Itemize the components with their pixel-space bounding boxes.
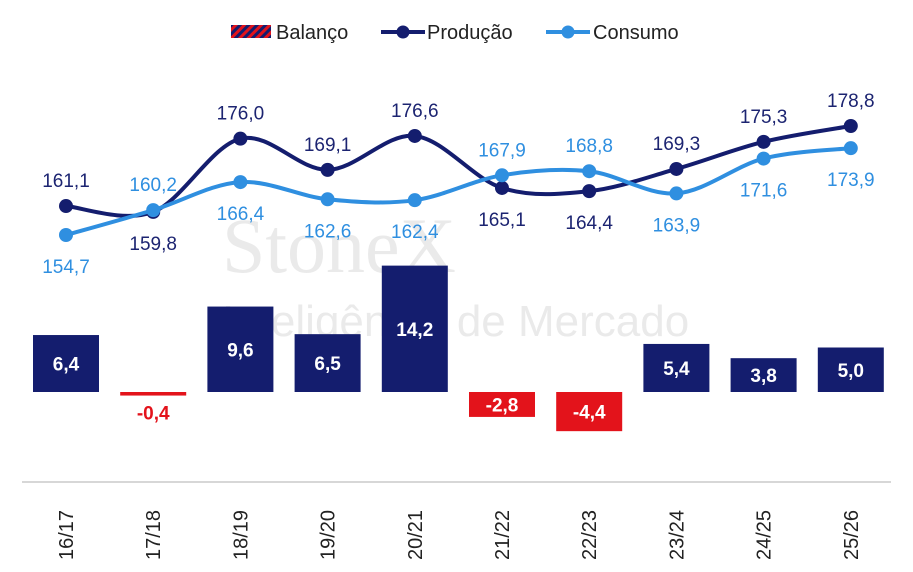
bar-label-21/22: -2,8: [486, 395, 519, 416]
x-tick-17/18: 17/18: [143, 510, 165, 560]
producao-label-23/24: 169,3: [653, 134, 701, 155]
bar-21/22: [469, 392, 535, 417]
producao-label-17/18: 159,8: [129, 234, 177, 255]
consumo-label-20/21: 162,4: [391, 222, 439, 243]
bar-23/24: [643, 343, 710, 392]
data-labels: 6,4 -0,4 9,6 6,5 14,2 -2,8 -4,4 5,4 3,8 5,0 161,1 1…: [42, 91, 874, 425]
legend-swatch-balanco: [231, 25, 271, 38]
bar-label-24/25: 3,8: [750, 366, 776, 387]
bar-label-19/20: 6,5: [314, 354, 341, 375]
producao-point-24/25: [756, 134, 771, 149]
consumo-point-24/25: [756, 151, 771, 166]
bar-16/17: [33, 335, 99, 392]
series-lines: [59, 119, 858, 242]
bar-label-25/26: 5,0: [838, 361, 864, 382]
consumo-point-25/26: [843, 141, 858, 156]
consumo-point-19/20: [320, 192, 335, 207]
producao-label-22/23: 164,4: [565, 213, 613, 234]
consumo-point-22/23: [582, 164, 597, 179]
x-tick-19/20: 19/20: [318, 510, 340, 560]
bar-22/23: [556, 392, 623, 432]
x-tick-24/25: 24/25: [754, 510, 776, 560]
consumo-label-23/24: 163,9: [653, 215, 701, 236]
producao-label-24/25: 175,3: [740, 107, 788, 128]
producao-point-21/22: [495, 180, 509, 195]
producao-label-21/22: 165,1: [478, 210, 526, 231]
x-tick-22/23: 22/23: [579, 510, 601, 560]
producao-point-16/17: [59, 199, 73, 214]
producao-point-20/21: [407, 128, 422, 143]
watermark-tagline: Inteligência de Mercado: [222, 297, 689, 346]
bar-25/26: [817, 347, 884, 392]
producao-label-25/26: 178,8: [827, 91, 875, 112]
x-tick-21/22: 21/22: [492, 510, 514, 560]
consumo-point-21/22: [495, 168, 509, 183]
bar-20/21: [381, 265, 448, 392]
producao-label-18/19: 176,0: [217, 104, 265, 125]
consumo-point-16/17: [59, 228, 73, 242]
consumo-label-24/25: 171,6: [740, 181, 788, 202]
consumo-point-20/21: [407, 193, 422, 208]
bar-label-18/19: 9,6: [227, 340, 253, 361]
producao-label-20/21: 176,6: [391, 101, 439, 122]
legend-marker-producao: [396, 25, 410, 39]
consumo-label-17/18: 160,2: [129, 175, 177, 196]
consumo-label-16/17: 154,7: [42, 257, 90, 278]
producao-line: [65, 124, 852, 218]
bar-label-20/21: 14,2: [396, 320, 433, 341]
legend-label-balanco: Balanço: [276, 22, 348, 44]
producao-point-23/24: [669, 161, 684, 176]
x-tick-18/19: 18/19: [230, 510, 252, 560]
bar-label-16/17: 6,4: [53, 355, 80, 376]
x-tick-20/21: 20/21: [405, 510, 427, 560]
consumo-label-25/26: 173,9: [827, 170, 875, 191]
consumo-label-19/20: 162,6: [304, 221, 352, 242]
x-axis-ticks: 16/17 17/18 18/19 19/20 20/21 21/22 22/23 23/24…: [56, 510, 863, 560]
bar-label-22/23: -4,4: [573, 403, 606, 424]
bar-18/19: [207, 306, 274, 392]
legend-marker-consumo: [561, 25, 575, 39]
bar-label-23/24: 5,4: [663, 359, 690, 380]
bar-17/18: [120, 392, 187, 396]
consumo-label-22/23: 168,8: [565, 136, 613, 157]
consumo-label-18/19: 166,4: [217, 204, 265, 225]
x-tick-25/26: 25/26: [841, 510, 863, 560]
bar-24/25: [730, 358, 797, 392]
x-tick-16/17: 16/17: [56, 510, 78, 560]
x-tick-23/24: 23/24: [666, 510, 688, 560]
producao-label-19/20: 169,1: [304, 135, 352, 156]
legend-label-consumo: Consumo: [593, 22, 679, 44]
consumo-line: [65, 146, 852, 237]
balanco-bars: [33, 265, 884, 432]
legend-label-producao: Produção: [427, 22, 513, 44]
producao-label-16/17: 161,1: [42, 171, 90, 192]
producao-point-19/20: [320, 162, 335, 177]
consumo-label-21/22: 167,9: [478, 140, 526, 161]
producao-point-22/23: [582, 184, 597, 199]
bar-19/20: [294, 334, 361, 392]
consumo-point-23/24: [669, 186, 684, 201]
producao-point-18/19: [233, 131, 248, 146]
bar-label-17/18: -0,4: [137, 404, 170, 425]
consumo-point-18/19: [233, 175, 248, 190]
producao-point-25/26: [843, 119, 858, 133]
legend: Balanço Produção Consumo: [231, 22, 679, 44]
consumo-point-17/18: [146, 203, 161, 218]
